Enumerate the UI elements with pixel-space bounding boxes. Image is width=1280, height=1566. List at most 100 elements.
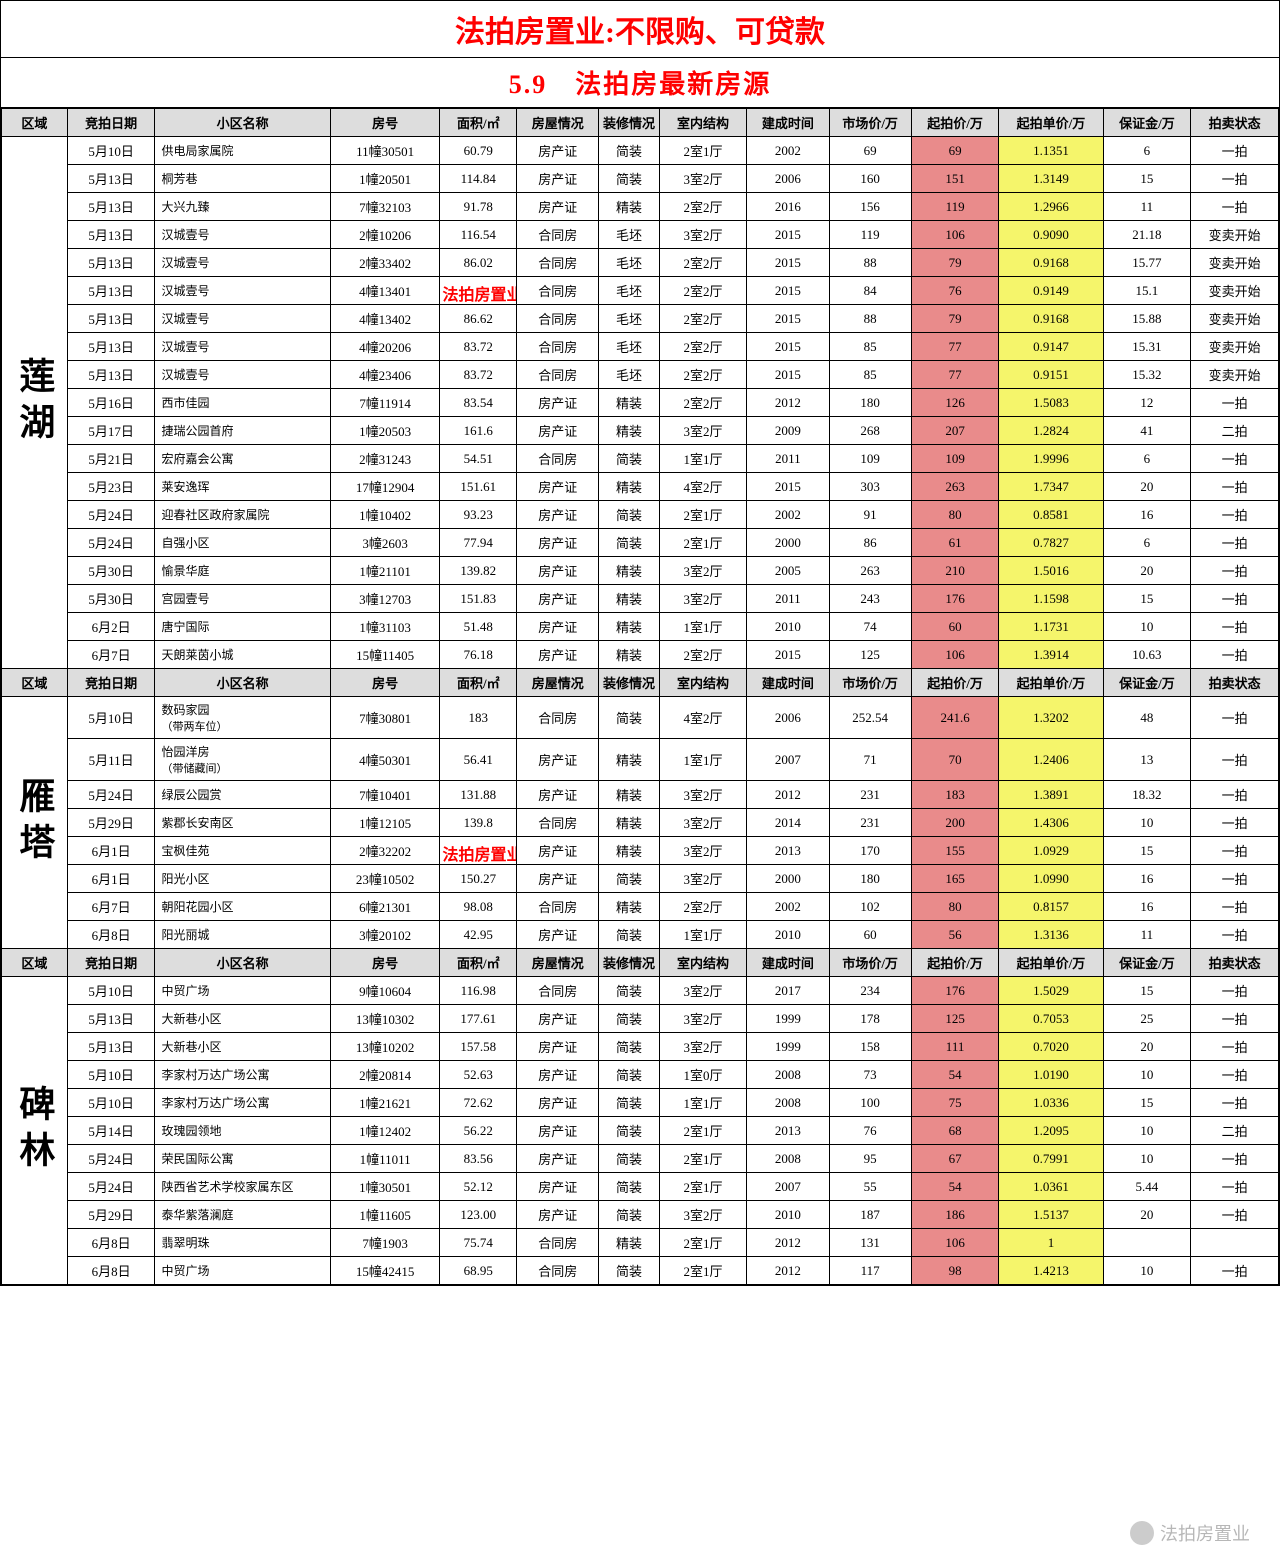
cell-name: 中贸广场 xyxy=(155,1257,330,1285)
cell-struct: 3室2厅 xyxy=(659,221,747,249)
table-row: 6月1日阳光小区23幢10502150.27房产证简装3室2厅200018016… xyxy=(2,865,1279,893)
cell-name: 汉城壹号 xyxy=(155,221,330,249)
cell-deposit: 16 xyxy=(1103,893,1191,921)
cell-year: 1999 xyxy=(747,1005,829,1033)
cell-area: 161.6 xyxy=(440,417,517,445)
table-row: 5月13日汉城壹号4幢13401法拍房置业合同房毛坯2室2厅201584760.… xyxy=(2,277,1279,305)
cell-deposit xyxy=(1103,1229,1191,1257)
header-row: 区域竞拍日期小区名称房号面积/㎡房屋情况装修情况室内结构建成时间市场价/万起拍价… xyxy=(2,949,1279,977)
cell-unit: 1.3202 xyxy=(999,697,1103,739)
cell-start: 119 xyxy=(911,193,999,221)
cell-deposit: 5.44 xyxy=(1103,1173,1191,1201)
main-container: 法拍房置业:不限购、可贷款 5.9 法拍房最新房源 区域竞拍日期小区名称房号面积… xyxy=(0,0,1280,1286)
cell-area: 83.72 xyxy=(440,333,517,361)
name-text: 汉城壹号 xyxy=(161,310,327,327)
cell-deposit: 15 xyxy=(1103,977,1191,1005)
cell-date: 6月1日 xyxy=(67,865,155,893)
name-text: 紫郡长安南区 xyxy=(161,814,327,831)
cell-deco: 简装 xyxy=(599,1089,659,1117)
cell-area: 法拍房置业 xyxy=(440,837,517,865)
cell-status: 一拍 xyxy=(1191,389,1279,417)
cell-market: 69 xyxy=(829,137,911,165)
cell-name: 大兴九臻 xyxy=(155,193,330,221)
cell-unit: 1.5016 xyxy=(999,557,1103,585)
cell-year: 2013 xyxy=(747,837,829,865)
cell-room: 13幢10302 xyxy=(330,1005,440,1033)
table-row: 5月11日怡园洋房（带储藏间）4幢5030156.41房产证精装1室1厅2007… xyxy=(2,739,1279,781)
auction-table: 区域竞拍日期小区名称房号面积/㎡房屋情况装修情况室内结构建成时间市场价/万起拍价… xyxy=(1,108,1279,1285)
cell-start: 106 xyxy=(911,221,999,249)
table-row: 5月24日自强小区3幢260377.94房产证简装2室1厅200086610.7… xyxy=(2,529,1279,557)
cell-house: 房产证 xyxy=(517,865,599,893)
cell-area: 77.94 xyxy=(440,529,517,557)
header-cell: 市场价/万 xyxy=(829,949,911,977)
name-text: 桐芳巷 xyxy=(161,170,327,187)
cell-room: 2幢20814 xyxy=(330,1061,440,1089)
name-text: 大兴九臻 xyxy=(161,198,327,215)
cell-year: 2015 xyxy=(747,305,829,333)
cell-year: 2009 xyxy=(747,417,829,445)
cell-unit: 1.3136 xyxy=(999,921,1103,949)
cell-struct: 2室1厅 xyxy=(659,1229,747,1257)
cell-struct: 2室1厅 xyxy=(659,1145,747,1173)
cell-room: 15幢11405 xyxy=(330,641,440,669)
cell-deco: 简装 xyxy=(599,1173,659,1201)
cell-unit: 0.9149 xyxy=(999,277,1103,305)
cell-deposit: 6 xyxy=(1103,137,1191,165)
cell-start: 60 xyxy=(911,613,999,641)
cell-status: 变卖开始 xyxy=(1191,361,1279,389)
cell-unit: 0.9147 xyxy=(999,333,1103,361)
cell-name: 玫瑰园领地 xyxy=(155,1117,330,1145)
cell-name: 李家村万达广场公寓 xyxy=(155,1061,330,1089)
cell-deposit: 15 xyxy=(1103,585,1191,613)
region-cell: 碑林 xyxy=(2,977,68,1285)
cell-house: 房产证 xyxy=(517,1089,599,1117)
title-main: 法拍房置业:不限购、可贷款 xyxy=(1,1,1279,58)
cell-status: 一拍 xyxy=(1191,809,1279,837)
cell-area: 51.48 xyxy=(440,613,517,641)
cell-deco: 简装 xyxy=(599,1201,659,1229)
cell-house: 合同房 xyxy=(517,893,599,921)
table-row: 5月13日大兴九臻7幢3210391.78房产证精装2室2厅2016156119… xyxy=(2,193,1279,221)
cell-deposit: 18.32 xyxy=(1103,781,1191,809)
cell-start: 176 xyxy=(911,585,999,613)
cell-date: 5月16日 xyxy=(67,389,155,417)
cell-room: 7幢11914 xyxy=(330,389,440,417)
cell-market: 95 xyxy=(829,1145,911,1173)
name-text: 自强小区 xyxy=(161,534,327,551)
cell-deposit: 48 xyxy=(1103,697,1191,739)
cell-status: 一拍 xyxy=(1191,557,1279,585)
cell-date: 5月10日 xyxy=(67,977,155,1005)
watermark-overlay: 法拍房置业 xyxy=(442,281,516,305)
cell-date: 6月1日 xyxy=(67,837,155,865)
cell-name: 宏府嘉会公寓 xyxy=(155,445,330,473)
cell-area: 56.22 xyxy=(440,1117,517,1145)
cell-name: 朝阳花园小区 xyxy=(155,893,330,921)
cell-date: 5月13日 xyxy=(67,221,155,249)
cell-name: 紫郡长安南区 xyxy=(155,809,330,837)
cell-year: 2005 xyxy=(747,557,829,585)
cell-deco: 简装 xyxy=(599,697,659,739)
header-cell: 区域 xyxy=(2,949,68,977)
cell-start: 80 xyxy=(911,501,999,529)
header-cell: 室内结构 xyxy=(659,669,747,697)
cell-struct: 2室2厅 xyxy=(659,193,747,221)
cell-house: 合同房 xyxy=(517,333,599,361)
cell-start: 98 xyxy=(911,1257,999,1285)
cell-room: 2幢32202 xyxy=(330,837,440,865)
cell-deposit: 10 xyxy=(1103,1061,1191,1089)
name-text: 中贸广场 xyxy=(161,1262,327,1279)
cell-deposit: 10 xyxy=(1103,809,1191,837)
cell-unit: 1.2095 xyxy=(999,1117,1103,1145)
cell-start: 61 xyxy=(911,529,999,557)
cell-area: 68.95 xyxy=(440,1257,517,1285)
cell-name: 供电局家属院 xyxy=(155,137,330,165)
cell-struct: 3室2厅 xyxy=(659,809,747,837)
cell-deposit: 15 xyxy=(1103,837,1191,865)
cell-room: 4幢23406 xyxy=(330,361,440,389)
cell-name: 汉城壹号 xyxy=(155,361,330,389)
cell-date: 6月8日 xyxy=(67,1229,155,1257)
cell-deposit: 20 xyxy=(1103,1201,1191,1229)
table-row: 5月17日捷瑞公园首府1幢20503161.6房产证精装3室2厅20092682… xyxy=(2,417,1279,445)
cell-deposit: 41 xyxy=(1103,417,1191,445)
